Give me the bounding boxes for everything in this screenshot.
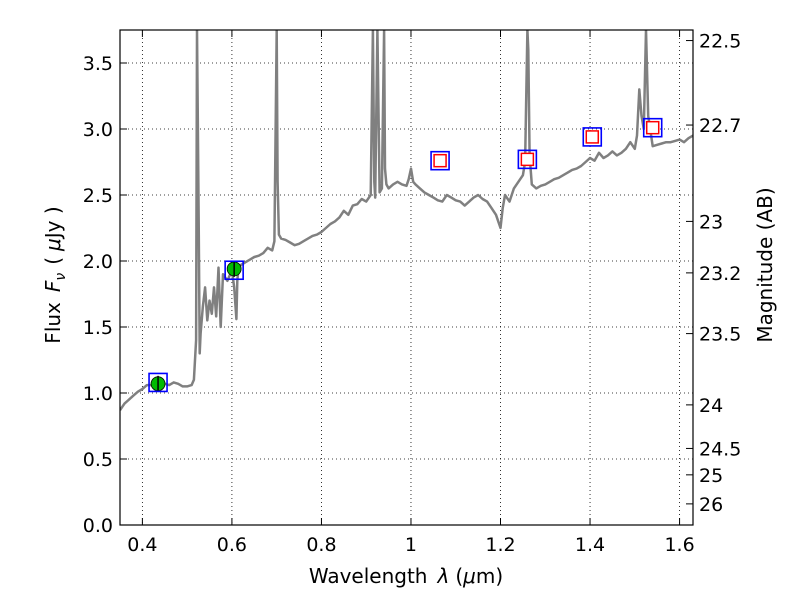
model-flux-square-red [520,152,535,167]
x-tick-label: 1.4 [575,534,605,556]
y-tick-label: 0.5 [83,449,113,471]
plot-frame [119,29,694,526]
y2-tick-label: 26 [699,494,723,516]
y-tick-label: 0.0 [83,515,113,537]
x-tick-label: 1.6 [664,534,694,556]
grid [120,30,693,526]
x-axis-label-text: Wavelength [309,564,428,588]
x-axis: 0.4 0.6 0.8 1 1.2 1.4 1.6 [127,30,695,556]
y2-tick-label: 22.5 [699,31,741,53]
y-axis-label-unit: Jy ) [41,206,65,240]
model-flux-square-blue [582,127,603,147]
y2-tick-label: 23.5 [699,324,741,346]
y-axis-right: 22.5 22.7 23 23.2 23.5 24 24.5 25 26 [686,31,741,516]
y-tick-label: 1.5 [83,317,113,339]
y-axis-left: 0.0 0.5 1.0 1.5 2.0 2.5 3.0 3.5 [83,53,127,537]
y-axis-label-mu: μ [41,238,65,252]
y2-tick-label: 24.5 [699,438,741,460]
model-flux-square-red [585,130,600,144]
y2-tick-label: 22.7 [699,115,741,137]
y-tick-label: 1.0 [83,383,113,405]
markers-layer [148,117,663,393]
model-flux-square-blue [148,372,168,393]
y-tick-label: 3.0 [83,119,113,141]
x-axis-label: Wavelength λ (μm) [309,564,503,588]
y-axis-label: Flux Fν ( μJy ) [41,206,69,343]
y2-tick-label: 23.2 [699,263,741,285]
x-axis-label-mu: μ [462,564,476,588]
x-axis-label-symbol: λ [436,564,449,588]
y-tick-label: 3.5 [83,53,113,75]
spectrum-line [120,30,693,411]
x-tick-label: 1.2 [485,534,515,556]
model-flux-square-red [433,153,447,168]
model-flux-square-blue [642,117,663,138]
x-tick-label: 0.6 [217,534,247,556]
y-tick-label: 2.0 [83,251,113,273]
model-flux-square-red [645,120,660,135]
model-flux-square-blue [224,260,244,281]
series-layer [120,30,693,411]
x-tick-label: 0.8 [306,534,336,556]
y2-tick-label: 24 [699,395,723,417]
x-axis-label-open: ( [455,564,463,588]
y2-tick-label: 25 [699,465,723,487]
y-tick-label: 2.5 [83,185,113,207]
y2-axis-label: Magnitude (AB) [753,187,777,342]
model-flux-square-blue [430,150,450,171]
y2-tick-label: 23 [699,211,723,233]
x-axis-label-unit: m) [476,564,503,588]
y-axis-label-open: ( [41,257,65,265]
model-flux-square-blue [517,149,538,170]
x-tick-label: 1 [405,534,417,556]
y-axis-label-symbol: F [41,280,65,292]
y-axis-label-symbol-sub: ν [53,273,69,281]
y-axis-label-text: Flux [41,302,65,344]
x-tick-label: 0.4 [127,534,157,556]
